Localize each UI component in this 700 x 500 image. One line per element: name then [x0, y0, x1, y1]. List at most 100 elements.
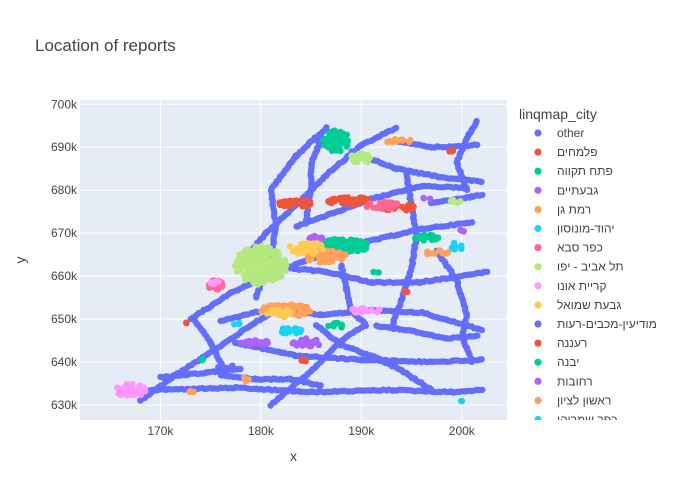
legend-item[interactable]: כפר סבא	[534, 241, 603, 255]
data-point	[317, 234, 324, 241]
data-point	[337, 139, 344, 146]
data-point	[251, 268, 258, 276]
data-point	[363, 307, 370, 315]
data-point	[362, 157, 369, 165]
legend-marker	[534, 320, 542, 328]
data-point	[361, 242, 368, 250]
data-point	[337, 147, 344, 155]
data-point	[282, 258, 289, 266]
legend-item[interactable]: כפר שמריהו	[534, 413, 617, 427]
data-point	[337, 194, 345, 202]
data-point	[124, 392, 131, 399]
data-point	[334, 319, 341, 327]
legend-label: other	[557, 126, 584, 140]
legend-item[interactable]: רעננה	[534, 336, 587, 350]
legend-marker	[534, 282, 542, 290]
data-point	[340, 130, 347, 138]
x-tick-label: 180k	[248, 424, 275, 438]
data-point	[468, 358, 475, 366]
data-point	[258, 248, 266, 255]
legend-item[interactable]: ראשון לציון	[534, 393, 611, 407]
data-point	[357, 305, 364, 312]
data-point	[135, 388, 143, 395]
data-point	[309, 339, 317, 346]
legend-marker	[534, 415, 542, 420]
series-רעננה	[400, 288, 411, 295]
data-point	[479, 191, 486, 199]
data-point	[263, 253, 270, 260]
data-point	[258, 341, 265, 348]
data-point	[277, 310, 284, 317]
y-tick-label: 680k	[51, 183, 78, 197]
data-point	[263, 310, 271, 317]
data-point	[453, 199, 461, 207]
data-point	[295, 312, 303, 319]
data-point	[362, 322, 369, 329]
data-point	[331, 236, 338, 243]
legend-marker	[534, 186, 542, 194]
data-point	[382, 203, 389, 210]
y-axis-title: y	[12, 257, 28, 264]
data-point	[403, 205, 410, 213]
y-tick-label: 630k	[51, 398, 78, 412]
legend-marker	[534, 263, 542, 271]
data-point	[344, 137, 352, 145]
data-point	[244, 258, 252, 265]
legend-item[interactable]: רחובות	[534, 374, 593, 388]
legend-label: כפר סבא	[557, 241, 603, 255]
data-point	[297, 328, 304, 336]
series-גבעת שמואל	[263, 239, 326, 319]
data-point	[315, 253, 322, 261]
data-point	[473, 141, 481, 149]
data-point	[328, 147, 336, 155]
legend-item[interactable]: קריית אונו	[534, 279, 607, 293]
legend-item[interactable]: מודיעין-מכבים-רעות	[534, 317, 657, 331]
data-point	[353, 241, 360, 248]
series-כפר שמריהו	[231, 319, 243, 328]
legend-item[interactable]: פלמחים	[534, 145, 598, 159]
series-רחובות	[420, 194, 467, 235]
data-point	[242, 277, 249, 284]
legend-label: רמת גן	[557, 202, 591, 216]
legend-item[interactable]: גבעתיים	[534, 183, 598, 197]
data-point	[117, 386, 124, 393]
legend-label: פלמחים	[557, 145, 598, 159]
data-point	[307, 247, 314, 254]
data-point	[479, 386, 486, 394]
data-point	[323, 124, 330, 131]
legend-item[interactable]: יבנה	[534, 355, 579, 369]
data-point	[391, 202, 399, 209]
data-point	[434, 234, 441, 242]
legend-marker	[534, 377, 542, 385]
legend-item[interactable]: תל אביב - יפו	[534, 260, 624, 274]
legend-item[interactable]: רמת גן	[534, 202, 591, 216]
data-point	[437, 248, 444, 255]
data-point	[449, 244, 456, 252]
legend-item[interactable]: גבעת שמואל	[534, 298, 621, 312]
x-tick-label: 190k	[348, 424, 375, 438]
data-point	[256, 270, 263, 277]
legend-marker	[534, 224, 542, 233]
legend-item[interactable]: other	[534, 126, 584, 140]
x-tick-label: 200k	[449, 424, 476, 438]
data-point	[339, 199, 346, 206]
data-point	[250, 248, 258, 255]
series-ראשון לציון	[186, 387, 197, 395]
data-point	[237, 255, 244, 262]
data-point	[329, 136, 336, 143]
data-point	[351, 157, 358, 164]
data-point	[409, 203, 417, 210]
legend-item[interactable]: פתח תקווה	[534, 164, 613, 178]
legend-item[interactable]: יהוד-מונוסון	[534, 222, 615, 236]
y-axis-ticks: 630k 640k 650k 660k 670k 680k 690k 700k	[51, 97, 78, 412]
legend-marker	[534, 339, 542, 347]
data-point	[341, 251, 348, 259]
data-point	[305, 257, 312, 264]
data-point	[370, 268, 377, 276]
data-point	[302, 358, 309, 365]
data-point	[256, 258, 263, 266]
data-point	[231, 321, 238, 328]
data-point	[186, 388, 193, 395]
data-point	[292, 326, 299, 333]
